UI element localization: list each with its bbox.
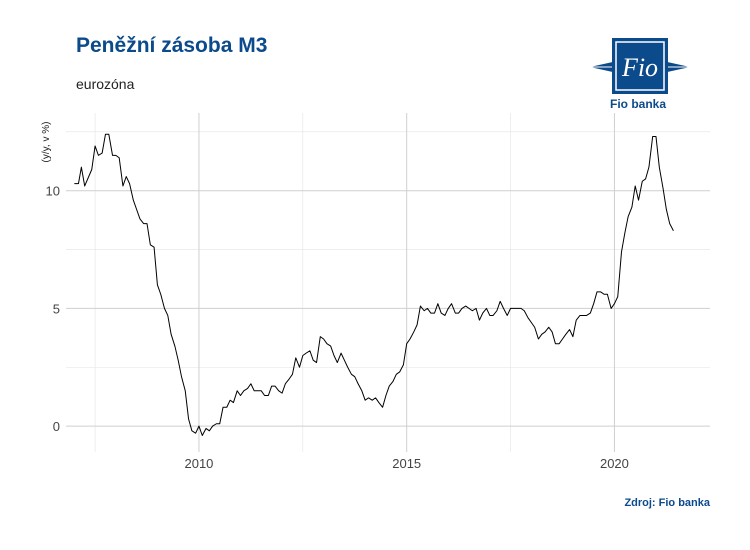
page-subtitle: eurozóna [76,76,135,92]
y-tick-label: 5 [53,301,60,316]
series-line-m3 [74,133,674,437]
x-tick-label: 2010 [184,456,213,471]
grid [66,113,710,452]
source-label: Zdroj: Fio banka [624,497,710,509]
logo-glyph: Fio [621,53,658,82]
brand-name: Fio banka [610,97,667,111]
fio-logo-icon: Fio [590,38,690,94]
y-axis-label: (y/y, v %) [41,122,52,163]
y-tick-label: 0 [53,419,60,434]
series-layer [74,133,674,437]
y-tick-label: 10 [46,184,60,199]
page-title: Peněžní zásoba M3 [76,34,268,57]
x-tick-label: 2015 [392,456,421,471]
x-tick-label: 2020 [600,456,629,471]
axes: 0 5 10 2010 2015 2020 [46,184,629,471]
